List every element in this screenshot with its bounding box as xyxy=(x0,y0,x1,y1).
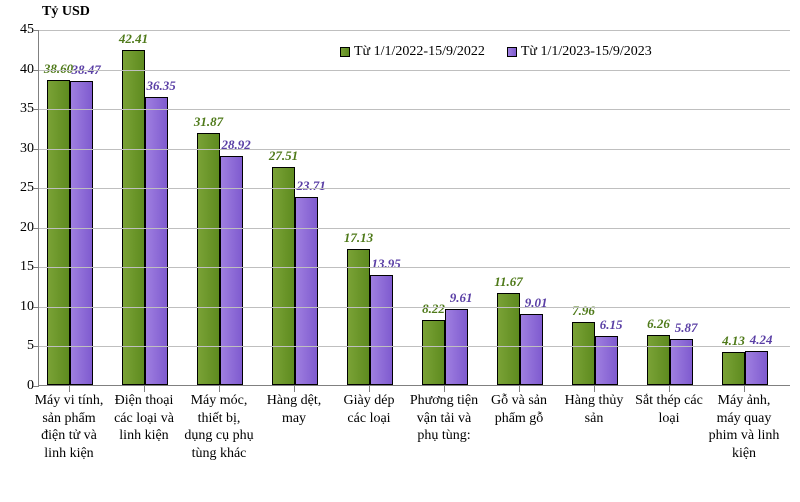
x-axis-labels: Máy vi tính, sản phẩm điện tử và linh ki… xyxy=(38,388,790,498)
category-group: 42.4136.35 xyxy=(122,30,168,385)
y-tick xyxy=(33,346,39,347)
category-group: 4.134.24 xyxy=(722,30,768,385)
bar-series-0 xyxy=(422,320,445,385)
x-axis-label: Hàng thủy sản xyxy=(559,392,630,427)
y-tick xyxy=(33,149,39,150)
value-label: 9.01 xyxy=(525,295,548,311)
category-group: 7.966.15 xyxy=(572,30,618,385)
value-label: 13.95 xyxy=(371,256,400,272)
grid-line xyxy=(39,267,790,268)
category-group: 38.6038.47 xyxy=(47,30,93,385)
y-tick-label: 25 xyxy=(4,180,34,196)
x-axis-label: Máy ảnh, máy quay phim và linh kiện xyxy=(709,392,780,462)
bar-series-0 xyxy=(122,50,145,386)
y-tick-label: 0 xyxy=(4,378,34,394)
y-axis-title: Tỷ USD xyxy=(42,4,90,20)
category-group: 11.679.01 xyxy=(497,30,543,385)
grid-line xyxy=(39,346,790,347)
bar-series-1 xyxy=(520,314,543,385)
value-label: 9.61 xyxy=(450,290,473,306)
value-label: 27.51 xyxy=(269,148,298,164)
value-label: 6.26 xyxy=(647,316,670,332)
y-tick xyxy=(33,109,39,110)
grid-line xyxy=(39,70,790,71)
bar-series-1 xyxy=(70,81,93,385)
x-axis-label: Máy vi tính, sản phẩm điện tử và linh ki… xyxy=(34,392,105,462)
y-tick-label: 5 xyxy=(4,338,34,354)
bar-series-1 xyxy=(745,351,768,385)
category-group: 8.229.61 xyxy=(422,30,468,385)
value-label: 5.87 xyxy=(675,320,698,336)
value-label: 36.35 xyxy=(146,78,175,94)
bar-series-0 xyxy=(572,322,595,385)
category-group: 27.5123.71 xyxy=(272,30,318,385)
y-tick-label: 35 xyxy=(4,101,34,117)
grid-line xyxy=(39,188,790,189)
x-axis-label: Phương tiện vận tải và phụ tùng: xyxy=(409,392,480,445)
bar-series-0 xyxy=(272,167,295,385)
bar-series-1 xyxy=(295,197,318,385)
y-tick xyxy=(33,188,39,189)
bar-series-0 xyxy=(47,80,70,385)
grid-line xyxy=(39,30,790,31)
x-axis-label: Gỗ và sản phẩm gỗ xyxy=(484,392,555,427)
x-axis-label: Điện thoại các loại và linh kiện xyxy=(109,392,180,445)
y-tick xyxy=(33,267,39,268)
value-label: 11.67 xyxy=(494,274,523,290)
bar-series-0 xyxy=(647,335,670,385)
grid-line xyxy=(39,228,790,229)
y-tick-label: 20 xyxy=(4,220,34,236)
export-chart: Tỷ USD Từ 1/1/2022-15/9/2022 Từ 1/1/2023… xyxy=(0,0,800,502)
bar-series-0 xyxy=(722,352,745,385)
y-tick xyxy=(33,228,39,229)
plot-area: 38.6038.4742.4136.3531.8728.9227.5123.71… xyxy=(38,30,790,386)
y-tick xyxy=(33,30,39,31)
value-label: 31.87 xyxy=(194,114,223,130)
value-label: 28.92 xyxy=(221,137,250,153)
y-tick-label: 40 xyxy=(4,62,34,78)
x-axis-label: Sắt thép các loại xyxy=(634,392,705,427)
bar-series-1 xyxy=(145,97,168,385)
category-group: 17.1313.95 xyxy=(347,30,393,385)
bar-series-1 xyxy=(370,275,393,385)
x-axis-label: Máy móc, thiết bị, dụng cụ phụ tùng khác xyxy=(184,392,255,462)
category-group: 6.265.87 xyxy=(647,30,693,385)
value-label: 42.41 xyxy=(119,31,148,47)
y-tick xyxy=(33,70,39,71)
value-label: 6.15 xyxy=(600,317,623,333)
value-label: 7.96 xyxy=(572,303,595,319)
y-tick xyxy=(33,307,39,308)
category-group: 31.8728.92 xyxy=(197,30,243,385)
value-label: 17.13 xyxy=(344,230,373,246)
y-tick xyxy=(33,386,39,387)
value-label: 23.71 xyxy=(296,178,325,194)
value-label: 8.22 xyxy=(422,301,445,317)
bar-series-1 xyxy=(595,336,618,385)
y-tick-label: 10 xyxy=(4,299,34,315)
y-tick-label: 45 xyxy=(4,22,34,38)
bar-series-0 xyxy=(347,249,370,385)
grid-line xyxy=(39,307,790,308)
grid-line xyxy=(39,109,790,110)
bar-series-1 xyxy=(220,156,243,385)
x-axis-label: Giày dép các loại xyxy=(334,392,405,427)
y-tick-label: 15 xyxy=(4,259,34,275)
grid-line xyxy=(39,149,790,150)
x-axis-label: Hàng dệt, may xyxy=(259,392,330,427)
y-tick-label: 30 xyxy=(4,141,34,157)
